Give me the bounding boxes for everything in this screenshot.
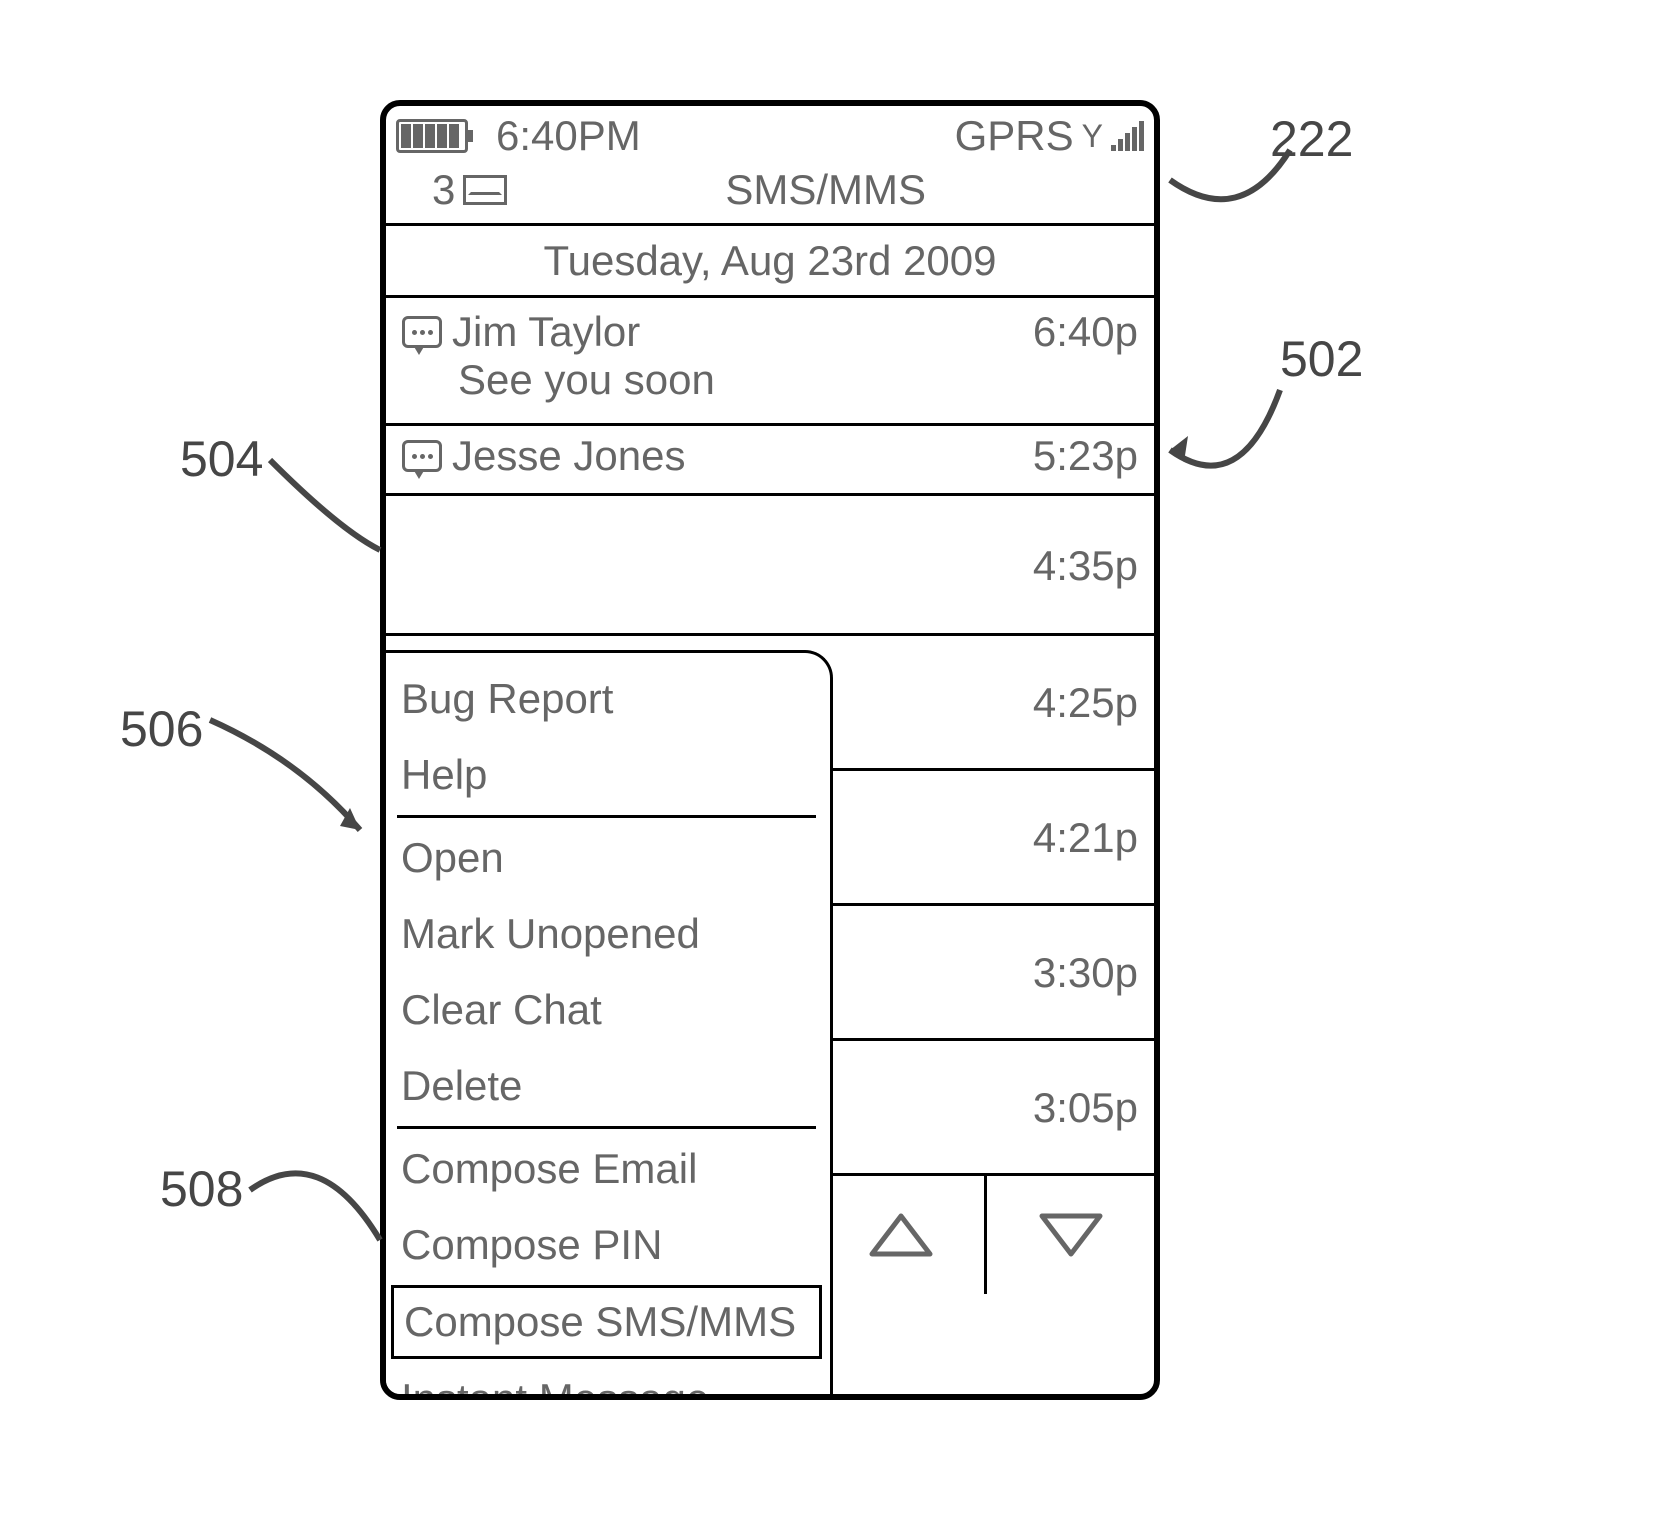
callout-506: 506 (120, 700, 203, 758)
battery-icon (396, 119, 468, 153)
message-time: 3:30p (1033, 949, 1138, 997)
message-time: 6:40p (1033, 308, 1138, 356)
callout-502: 502 (1280, 330, 1363, 388)
message-sender: Jesse Jones (452, 432, 685, 480)
clock-text: 6:40PM (496, 112, 641, 160)
menu-separator (397, 815, 816, 818)
scroll-down-button[interactable] (984, 1176, 1154, 1294)
menu-item-compose-pin[interactable]: Compose PIN (383, 1207, 830, 1283)
context-menu: Bug Report Help Open Mark Unopened Clear… (383, 650, 833, 1400)
message-time: 4:21p (1033, 814, 1138, 862)
date-text: Tuesday, Aug 23rd 2009 (544, 237, 997, 285)
message-time: 3:05p (1033, 1084, 1138, 1132)
callout-508: 508 (160, 1160, 243, 1218)
triangle-up-icon (866, 1210, 936, 1260)
callout-504: 504 (180, 430, 263, 488)
chat-icon (402, 316, 442, 348)
network-label: GPRS (955, 112, 1074, 160)
menu-item-instant-message[interactable]: Instant Message (383, 1361, 830, 1400)
message-row[interactable]: Jim Taylor 6:40p See you soon (386, 298, 1154, 426)
status-bar: 6:40PM GPRS Y 3 SMS/MMS (386, 106, 1154, 226)
menu-item-bug-report[interactable]: Bug Report (383, 661, 830, 737)
menu-item-open[interactable]: Open (383, 820, 830, 896)
menu-item-compose-sms-mms[interactable]: Compose SMS/MMS (391, 1285, 822, 1359)
date-header: Tuesday, Aug 23rd 2009 (386, 226, 1154, 298)
message-row[interactable]: 4:35p (386, 496, 1154, 636)
message-row[interactable]: Jesse Jones 5:23p (386, 426, 1154, 496)
menu-item-mark-unopened[interactable]: Mark Unopened (383, 896, 830, 972)
callout-222: 222 (1270, 110, 1353, 168)
message-preview: See you soon (458, 356, 1138, 404)
menu-item-delete[interactable]: Delete (383, 1048, 830, 1124)
antenna-icon: Y (1082, 118, 1103, 155)
signal-icon (1111, 121, 1144, 151)
envelope-icon (463, 175, 507, 205)
message-time: 4:25p (1033, 679, 1138, 727)
message-list: Jim Taylor 6:40p See you soon Jesse Jone… (386, 298, 1154, 1294)
callout-label: 508 (160, 1161, 243, 1217)
menu-separator (397, 1126, 816, 1129)
message-time: 5:23p (1033, 432, 1138, 480)
menu-item-compose-email[interactable]: Compose Email (383, 1131, 830, 1207)
message-sender: Jim Taylor (452, 308, 640, 356)
menu-item-clear-chat[interactable]: Clear Chat (383, 972, 830, 1048)
device-screen: 6:40PM GPRS Y 3 SMS/MMS Tuesday, Aug 23r… (380, 100, 1160, 1400)
message-time: 4:35p (1033, 542, 1138, 590)
scroll-up-button[interactable] (814, 1176, 984, 1294)
menu-item-help[interactable]: Help (383, 737, 830, 813)
triangle-down-icon (1036, 1210, 1106, 1260)
unread-count: 3 (432, 166, 455, 214)
app-title: SMS/MMS (507, 166, 1144, 214)
